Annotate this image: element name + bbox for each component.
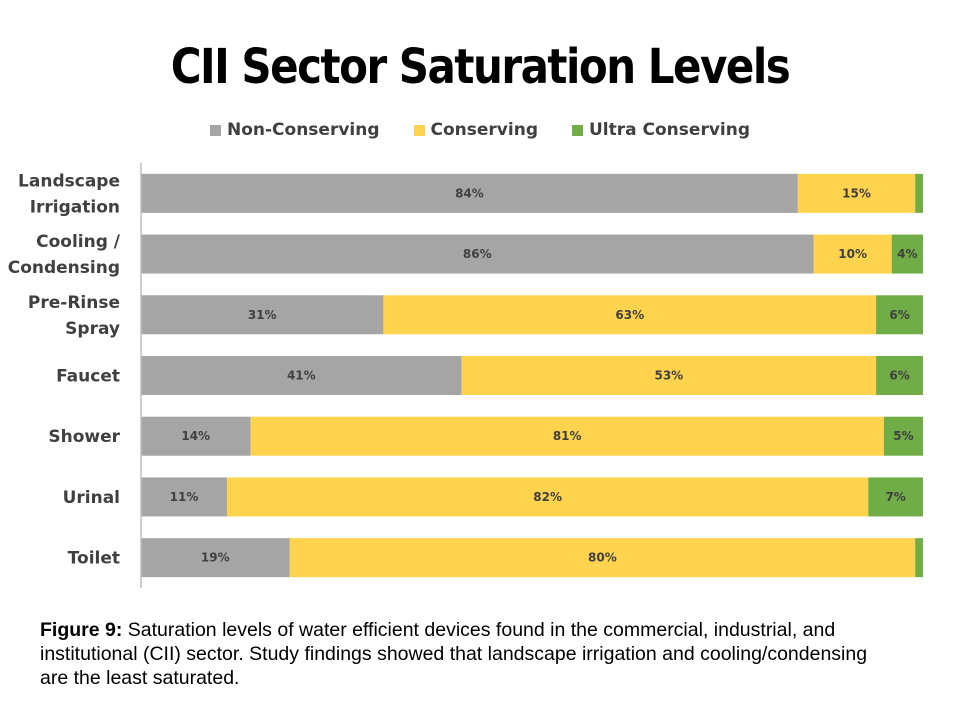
legend-label: Conserving: [430, 120, 538, 140]
data-label: 15%: [842, 186, 871, 200]
bar-segment: [891, 234, 923, 274]
category-label: Urinal: [63, 488, 120, 508]
data-label: 14%: [181, 429, 210, 443]
bar-segment: [383, 295, 877, 335]
legend-item: Conserving: [413, 120, 538, 140]
chart: 84% 15% Landscape Irrigation 86% 10% 4% Cooling…: [8, 163, 923, 588]
data-label: 63%: [615, 308, 644, 322]
data-label: 81%: [553, 429, 582, 443]
legend-label: Ultra Conserving: [589, 120, 751, 140]
category-label: Landscape: [18, 171, 120, 191]
bar-segment: [797, 173, 916, 213]
bar-segment: [141, 173, 798, 213]
data-label: 86%: [463, 247, 492, 261]
data-label: 82%: [533, 490, 562, 504]
legend-swatch: [209, 124, 221, 136]
bar-segment: [915, 173, 923, 213]
data-label: 84%: [455, 186, 484, 200]
bar-segment: [141, 356, 462, 395]
bar-segment: [876, 356, 923, 395]
legend-label: Non-Conserving: [226, 120, 380, 140]
bar-segment: [227, 477, 869, 517]
category-label: Irrigation: [30, 197, 120, 217]
data-label: 7%: [885, 490, 905, 504]
data-label: 5%: [893, 429, 913, 443]
data-label: 31%: [248, 308, 277, 322]
data-label: 53%: [654, 369, 683, 383]
data-label: 10%: [838, 247, 867, 261]
bar-segment: [915, 538, 923, 578]
bar-segment: [883, 416, 923, 456]
bar-segment: [141, 477, 228, 517]
bar-segment: [141, 416, 251, 456]
legend-item: Non-Conserving: [209, 120, 380, 140]
data-label: 80%: [588, 551, 617, 565]
legend: Non-Conserving Conserving Ultra Conserving: [0, 120, 960, 140]
caption-text: Saturation levels of water efficient dev…: [40, 619, 868, 689]
bar-segment: [461, 356, 877, 395]
data-label: 41%: [287, 369, 316, 383]
chart-title: CII Sector Saturation Levels: [170, 38, 791, 95]
bar-segment: [876, 295, 923, 335]
category-label: Faucet: [56, 367, 120, 387]
data-label: 4%: [897, 247, 917, 261]
data-label: 19%: [201, 551, 230, 565]
legend-item: Ultra Conserving: [572, 120, 750, 140]
bar-segment: [250, 416, 884, 456]
data-label: 6%: [889, 308, 909, 322]
bar-segment: [141, 234, 814, 274]
data-label: 6%: [889, 369, 909, 383]
category-label: Toilet: [68, 549, 120, 569]
category-label: Spray: [65, 319, 120, 339]
category-label: Pre-Rinse: [28, 293, 120, 313]
bar-segment: [868, 477, 923, 517]
bar-segment: [141, 295, 384, 335]
data-label: 11%: [170, 490, 199, 504]
caption-label: Figure 9:: [40, 619, 123, 641]
category-label: Cooling /: [36, 232, 121, 252]
legend-swatch: [572, 124, 583, 136]
category-label: Condensing: [8, 258, 120, 278]
legend-swatch: [413, 124, 425, 136]
bar-segment: [289, 538, 916, 578]
bar-segment: [813, 234, 892, 274]
bar-segment: [141, 538, 290, 578]
category-label: Shower: [48, 427, 120, 447]
figure-caption: Figure 9: Saturation levels of water eff…: [40, 618, 900, 690]
